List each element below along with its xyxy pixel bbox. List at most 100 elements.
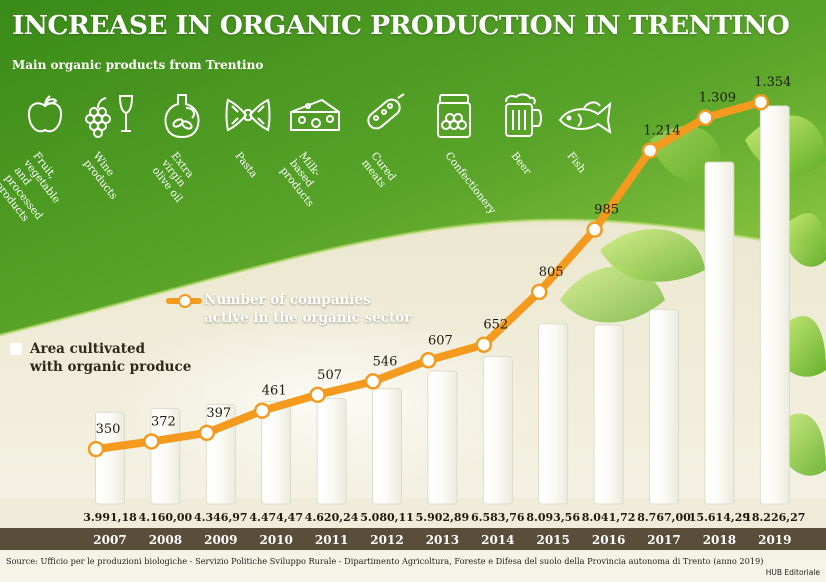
- value-band: [0, 498, 826, 528]
- product-item: Beer: [500, 92, 562, 242]
- product-label: Confectionery: [442, 150, 499, 217]
- area-bar: [759, 105, 790, 505]
- product-item: Fish: [556, 92, 618, 242]
- cured-meat-icon: [360, 92, 408, 140]
- beer-mug-icon: [500, 92, 548, 140]
- year-label: 2018: [703, 533, 736, 547]
- companies-point: [253, 402, 271, 419]
- olive-oil-icon: [160, 92, 208, 140]
- area-bar: [261, 401, 292, 505]
- area-value-labels: 3.991,18 4.160,00 4.346,97 4.474,47 4.620,24…: [83, 511, 805, 524]
- area-value-label: 5.902,89: [416, 511, 470, 524]
- legend-companies-line1: Number of companies: [204, 292, 371, 308]
- confectionery-jar-icon: [434, 92, 482, 140]
- product-label: Pasta: [232, 150, 260, 181]
- year-label: 2017: [647, 533, 680, 547]
- companies-point: [87, 440, 105, 458]
- legend-area-line1: Area cultivated: [30, 341, 146, 357]
- companies-value-label: 805: [539, 265, 564, 280]
- companies-value-label: 1.354: [754, 75, 791, 90]
- apple-icon: [22, 92, 70, 140]
- area-value-label: 15.614,29: [689, 511, 750, 524]
- companies-value-label: 607: [428, 333, 453, 348]
- companies-point: [697, 109, 714, 126]
- companies-point: [143, 433, 160, 450]
- product-item: Pasta: [224, 92, 286, 242]
- product-item: Cured meats: [359, 92, 422, 242]
- pasta-icon: [224, 92, 272, 140]
- year-label: 2009: [204, 533, 237, 547]
- area-bar: [538, 323, 569, 505]
- year-label: 2016: [592, 533, 625, 547]
- companies-point: [364, 373, 382, 390]
- area-bar: [150, 408, 181, 505]
- companies-value-label: 985: [594, 203, 619, 218]
- area-bar: [593, 324, 624, 505]
- area-bar: [316, 398, 347, 505]
- product-item: Confectionery: [434, 92, 499, 242]
- companies-value-label: 546: [373, 354, 398, 369]
- companies-value-label: 397: [206, 406, 231, 421]
- year-label: 2010: [259, 533, 292, 547]
- source-note: Source: Ufficio per le produzioni biolog…: [6, 556, 764, 566]
- legend-area-line2: with organic produce: [30, 359, 192, 375]
- companies-value-label: 507: [317, 368, 342, 383]
- companies-value-label: 1.214: [643, 124, 680, 139]
- area-bar: [372, 388, 402, 505]
- area-value-label: 8.093,56: [526, 511, 580, 524]
- year-label: 2012: [370, 533, 403, 547]
- year-label: 2014: [481, 533, 514, 547]
- companies-point: [641, 142, 659, 159]
- companies-point: [752, 93, 770, 111]
- product-label: Cured meats: [359, 150, 399, 191]
- area-bar: [649, 308, 679, 505]
- product-label: Wine products: [81, 150, 120, 202]
- product-item: Extra virgin olive oil: [150, 92, 222, 242]
- year-label: 2008: [149, 533, 182, 547]
- area-value-label: 4.346,97: [194, 511, 248, 524]
- companies-value-label: 1.309: [699, 91, 736, 106]
- area-value-label: 4.160,00: [139, 511, 193, 524]
- area-value-label: 8.041,72: [582, 511, 636, 524]
- companies-value-label: 652: [483, 318, 508, 333]
- area-value-label: 5.080,11: [360, 511, 414, 524]
- wine-icon: [82, 92, 134, 140]
- area-bar: [704, 161, 735, 505]
- product-item: Milk-based products: [278, 92, 350, 242]
- legend-companies-line2: active in the organic sector: [204, 310, 412, 326]
- legend-companies: Number of companies active in the organi…: [204, 291, 411, 327]
- fish-icon: [556, 92, 612, 140]
- legend-area: Area cultivated with organic produce: [30, 340, 191, 376]
- companies-point: [198, 424, 216, 442]
- year-label: 2019: [758, 533, 791, 547]
- area-bar: [427, 370, 458, 505]
- area-value-label: 18.226,27: [744, 511, 805, 524]
- area-value-label: 8.767,00: [637, 511, 691, 524]
- companies-legend-marker: [178, 294, 192, 308]
- companies-point: [530, 283, 548, 301]
- green-header-band: [0, 0, 826, 335]
- companies-line: 350 372 397 461 507 546 607 652 805 985 1.214 1.309…: [87, 75, 791, 458]
- companies-value-label: 461: [262, 384, 287, 399]
- companies-value-label: 372: [151, 414, 176, 429]
- product-label: Fish: [564, 150, 589, 176]
- year-label: 2013: [426, 533, 459, 547]
- companies-point: [420, 352, 437, 369]
- year-label: 2011: [315, 533, 348, 547]
- companies-value-label: 350: [96, 422, 121, 437]
- companies-point: [475, 336, 493, 353]
- area-legend-swatch: [10, 343, 22, 355]
- year-band: [0, 528, 826, 550]
- cheese-icon: [288, 92, 340, 140]
- product-label: Beer: [508, 150, 534, 178]
- area-value-label: 4.474,47: [249, 511, 303, 524]
- credit-note: HUB Editoriale: [765, 568, 820, 577]
- companies-point: [586, 221, 603, 238]
- year-label: 2007: [93, 533, 126, 547]
- page-title: INCREASE IN ORGANIC PRODUCTION IN TRENTI…: [12, 10, 790, 41]
- area-value-label: 6.583,76: [471, 511, 525, 524]
- area-bar: [95, 411, 125, 505]
- page-subtitle: Main organic products from Trentino: [12, 58, 264, 72]
- area-value-label: 3.991,18: [83, 511, 137, 524]
